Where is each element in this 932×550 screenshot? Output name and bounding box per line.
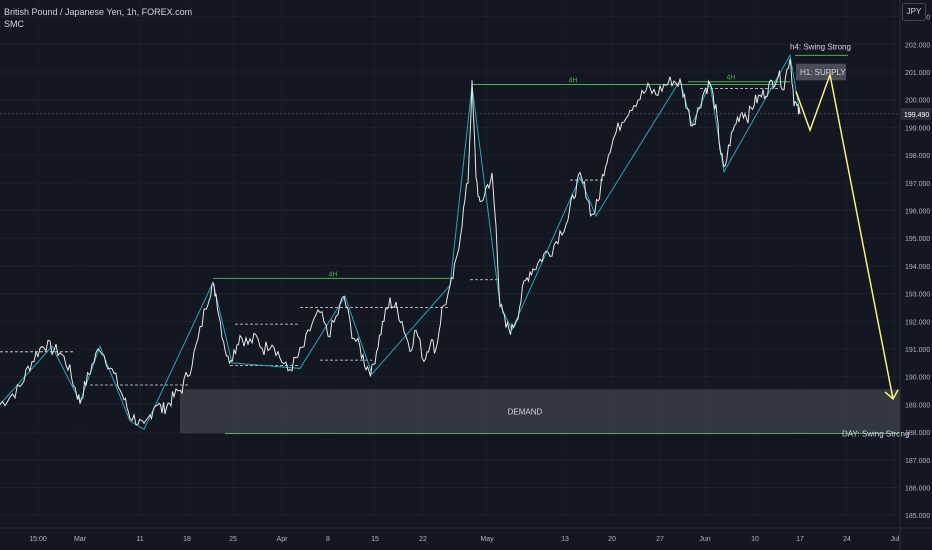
chart-header: British Pound / Japanese Yen, 1h, FOREX.… (4, 6, 192, 30)
y-tick-label: 201.000 (905, 70, 930, 77)
x-tick-label: Mar (74, 536, 87, 543)
y-tick-label: 186.000 (905, 486, 930, 493)
x-tick-label: 22 (419, 536, 427, 543)
h4-swing-label: h4: Swing Strong (790, 42, 851, 51)
supply-label: H1: SUPPLY (800, 68, 846, 77)
price-series (0, 58, 900, 426)
y-tick-label: 188.000 (905, 430, 930, 437)
last-price-text: 199.490 (904, 112, 929, 119)
x-tick-label: 17 (796, 536, 804, 543)
y-tick-label: 198.000 (905, 153, 930, 160)
x-axis[interactable]: 15:00 Mar 11 18 25 Apr 8 15 22 May 13 20 27 Jun 10 17 24… (0, 527, 932, 543)
y-tick-label: 202.000 (905, 42, 930, 49)
y-tick-label: 197.000 (905, 181, 930, 188)
level-lines (213, 54, 900, 435)
x-tick-label: 27 (656, 536, 664, 543)
currency-button[interactable]: JPY (902, 3, 926, 21)
x-tick-label: 13 (561, 536, 569, 543)
x-tick-label: Jun (699, 536, 710, 543)
projection-path (795, 71, 899, 401)
level-label-4h: 4H (569, 77, 578, 84)
x-tick-label: 24 (843, 536, 851, 543)
y-tick-label: 193.000 (905, 292, 930, 299)
y-tick-label: 194.000 (905, 264, 930, 271)
projection-arrowhead (884, 389, 899, 401)
price-line (0, 58, 801, 426)
day-swing-label: DAY: Swing Strong (842, 430, 909, 439)
x-tick-label: 25 (229, 536, 237, 543)
y-tick-label: 199.000 (905, 125, 930, 132)
demand-label: DEMAND (508, 407, 543, 416)
indicator-name[interactable]: SMC (4, 19, 24, 29)
x-tick-label: 10 (751, 536, 759, 543)
x-tick-label: 11 (136, 536, 143, 543)
y-tick-label: 187.000 (905, 458, 930, 465)
annotation-labels: DEMAND H1: SUPPLY 4H 4H 4H h4: Swing Strong DA… (329, 42, 910, 438)
y-tick-label: 189.000 (905, 402, 930, 409)
level-label-4h: 4H (329, 271, 338, 278)
x-tick-label: 15 (371, 536, 379, 543)
x-tick-label: 8 (326, 536, 330, 543)
y-tick-label: 190.000 (905, 375, 930, 382)
symbol-title[interactable]: British Pound / Japanese Yen, 1h, FOREX.… (4, 7, 193, 17)
y-axis[interactable]: 185.000 186.000 187.000 188.000 189.000 190.0… (899, 0, 931, 550)
zones (180, 63, 900, 434)
demand-zone (180, 389, 900, 434)
x-tick-label: Jul (891, 536, 900, 543)
projection-line (795, 71, 894, 400)
y-tick-label: 191.000 (905, 347, 930, 354)
y-tick-label: 196.000 (905, 209, 930, 216)
x-tick-label: 18 (183, 536, 191, 543)
x-tick-label: May (480, 536, 494, 543)
y-tick-label: 200.000 (905, 98, 930, 105)
last-price-tag (901, 107, 931, 120)
y-tick-label: 192.000 (905, 319, 930, 326)
supply-zone (796, 63, 846, 81)
y-tick-label: 185.000 (905, 513, 930, 520)
level-label-4h: 4H (727, 75, 736, 82)
x-tick-label: 20 (608, 536, 616, 543)
x-tick-label: 15:00 (29, 536, 47, 543)
y-tick-label: 195.000 (905, 236, 930, 243)
x-tick-label: Apr (277, 536, 289, 543)
